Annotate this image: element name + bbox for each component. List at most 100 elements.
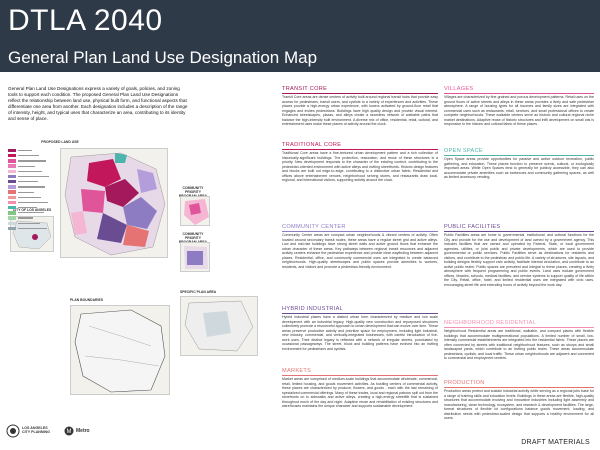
legend-label-placeholder: [18, 217, 33, 219]
legend-row: [8, 195, 52, 200]
plan-boundaries-graphic: [74, 309, 166, 393]
neighborhood-residential-rule: [444, 327, 594, 328]
legend-swatch: [8, 169, 16, 174]
villages-text: Villages are characterized by fine-grain…: [444, 95, 594, 126]
villages-heading: VILLAGES: [444, 86, 474, 92]
legend-row: [8, 179, 52, 184]
legend-swatch: [8, 164, 16, 168]
legend-row: [8, 205, 52, 210]
legend-label-placeholder: [18, 191, 34, 193]
legend-swatch: [8, 148, 16, 153]
legend-label-placeholder: [18, 222, 40, 224]
transit-core-rule: [282, 93, 438, 94]
legend-swatch: [8, 195, 16, 199]
skidrow-map[interactable]: [180, 242, 210, 272]
legend-label-placeholder: [18, 170, 42, 172]
chinatown-map-graphic: [184, 199, 209, 225]
open-space-text: Open Space areas provide opportunities f…: [444, 157, 594, 179]
legend-swatch: [8, 205, 16, 210]
legend-row: [8, 158, 52, 163]
production-text: Production areas protect and sustain ind…: [444, 389, 594, 420]
legend-swatch: [8, 159, 16, 163]
legend-swatch: [8, 216, 16, 220]
little-map-title: CITY OF LOS ANGELES: [12, 208, 52, 212]
city-planning-logo-text: LOS ANGELES CITY PLANNING: [22, 426, 50, 435]
legend-row: [8, 190, 52, 195]
legend-label-placeholder: [18, 207, 37, 209]
open-space-heading: OPEN SPACE: [444, 148, 483, 154]
legend-row: [8, 221, 52, 226]
legend-row: [8, 184, 52, 189]
neighborhood-residential-text: Neighborhood Residential areas are tradi…: [444, 329, 594, 360]
legend-label-placeholder: [18, 227, 47, 229]
legend-row: [8, 174, 52, 179]
villages-rule: [444, 93, 594, 94]
specific-plan-map-graphic: [184, 300, 254, 352]
land-use-legend: [8, 148, 52, 231]
legend-swatch: [8, 221, 16, 225]
footer-logos: LOS ANGELES CITY PLANNING M Metro: [6, 420, 106, 444]
legend-swatch: [8, 190, 16, 194]
legend-label-placeholder: [18, 175, 49, 178]
open-space-rule: [444, 155, 594, 156]
main-land-use-map[interactable]: [60, 148, 168, 258]
intro-paragraph: General Plan Land Use Designations expre…: [8, 86, 188, 122]
production-rule: [444, 387, 594, 388]
markets-text: Market areas are comprised of medium-sca…: [282, 377, 438, 408]
legend-label-placeholder: [18, 201, 48, 204]
legend-label-placeholder: [18, 150, 32, 152]
city-seal-icon: [6, 424, 20, 438]
chinatown-map[interactable]: [180, 196, 210, 226]
legend-label-placeholder: [18, 160, 46, 162]
community-center-rule: [282, 231, 438, 232]
specific-plan-map[interactable]: [180, 296, 258, 356]
page-subtitle: General Plan Land Use Designation Map: [8, 48, 318, 67]
neighborhood-residential-heading: NEIGHBORHOOD RESIDENTIAL: [444, 320, 537, 326]
community-center-heading: COMMUNITY CENTER: [282, 224, 346, 230]
legend-label-placeholder: [18, 212, 44, 214]
legend-swatch: [8, 154, 16, 158]
page-title: DTLA 2040: [8, 4, 163, 37]
transit-core-text: Transit Core areas are dense centers of …: [282, 95, 438, 126]
traditional-core-text: Traditional Core areas have a fine-textu…: [282, 151, 438, 182]
legend-row: [8, 200, 52, 205]
public-facilities-text: Public Facilities areas are home to gove…: [444, 233, 594, 287]
legend-row: [8, 210, 52, 215]
main-map-graphic: [64, 152, 166, 256]
plan-area-map-title: SPECIFIC PLAN AREA: [180, 290, 217, 294]
metro-logo-text: Metro: [76, 428, 90, 434]
traditional-core-heading: TRADITIONAL CORE: [282, 142, 342, 148]
legend-row: [8, 153, 52, 158]
legend-swatch: [8, 180, 16, 184]
legend-swatch: [8, 174, 16, 179]
legend-label-placeholder: [18, 155, 39, 157]
legend-label-placeholder: [18, 181, 38, 183]
main-map-title: PROPOSED LAND USE: [41, 140, 79, 144]
transit-core-heading: TRANSIT CORE: [282, 86, 328, 92]
draft-label: DRAFT MATERIALS: [521, 439, 590, 446]
legend-label-placeholder: [18, 165, 35, 167]
legend-swatch: [8, 200, 16, 205]
legend-swatch: [8, 211, 16, 215]
plan-boundaries-map[interactable]: [70, 305, 170, 395]
svg-text:M: M: [67, 429, 72, 435]
hybrid-industrial-heading: HYBRID INDUSTRIAL: [282, 306, 344, 312]
legend-swatch: [8, 226, 16, 231]
public-facilities-heading: PUBLIC FACILITIES: [444, 224, 501, 230]
header-band: DTLA 2040 General Plan Land Use Designat…: [0, 0, 600, 72]
legend-row: [8, 148, 52, 153]
legend-label-placeholder: [18, 196, 41, 198]
skidrow-map-graphic: [184, 246, 208, 269]
legend-row: [8, 226, 52, 231]
production-heading: PRODUCTION: [444, 380, 485, 386]
metro-logo-icon: M: [64, 426, 74, 436]
community-center-text: Community Center areas are compact urban…: [282, 233, 438, 269]
legend-row: [8, 169, 52, 174]
hybrid-industrial-text: Hybrid Industrial places have a distinct…: [282, 315, 438, 351]
legend-swatch: [8, 185, 16, 189]
plan-boundaries-title: PLAN BOUNDARIES: [70, 298, 103, 302]
hybrid-industrial-rule: [282, 313, 438, 314]
markets-rule: [282, 375, 438, 376]
legend-row: [8, 215, 52, 220]
public-facilities-rule: [444, 231, 594, 232]
